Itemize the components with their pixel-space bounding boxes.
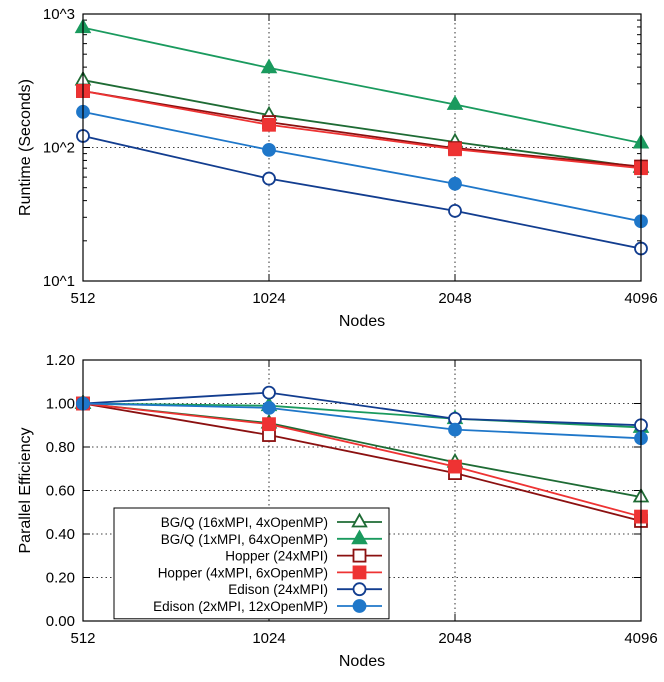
plot-frame bbox=[82, 359, 642, 622]
data-point bbox=[448, 176, 462, 191]
y-axis-label: Runtime (Seconds) bbox=[17, 79, 34, 216]
series-line bbox=[82, 391, 642, 427]
series-line bbox=[82, 110, 642, 223]
series-line bbox=[82, 402, 642, 440]
series-line bbox=[82, 26, 642, 144]
y-tick-label: 1.20 bbox=[46, 352, 75, 369]
series-line bbox=[82, 402, 642, 522]
series-line bbox=[82, 402, 642, 518]
y-tick-label: 10^2 bbox=[43, 140, 75, 157]
series-edison-2xmpi-12xopenmp bbox=[76, 104, 648, 229]
data-point bbox=[262, 142, 276, 157]
legend-label: Edison (24xMPI) bbox=[228, 582, 328, 597]
y-tick-label: 0.00 bbox=[46, 613, 75, 630]
plot-frame bbox=[82, 13, 642, 282]
series-line bbox=[82, 90, 642, 170]
y-tick-label: 0.80 bbox=[46, 439, 75, 456]
runtime-chart: 10^1 10^2 10^3 512 1024 2048 4096 Nodes Runtime … bbox=[17, 6, 658, 330]
y-tick-label: 1.00 bbox=[46, 396, 75, 413]
x-axis-label: Nodes bbox=[339, 313, 385, 330]
efficiency-chart: 0.00 0.20 0.40 0.60 0.80 1.00 1.20 512 1024 2048 4… bbox=[17, 352, 658, 670]
legend-marker bbox=[351, 512, 368, 528]
data-point bbox=[262, 417, 276, 432]
legend-item: Hopper (4xMPI, 6xOpenMP) bbox=[158, 565, 382, 580]
x-tick-label: 2048 bbox=[438, 630, 471, 647]
legend-marker bbox=[352, 582, 367, 597]
legend-label: Edison (2xMPI, 12xOpenMP) bbox=[153, 599, 328, 614]
y-tick-label: 0.40 bbox=[46, 526, 75, 543]
legend-item: Edison (2xMPI, 12xOpenMP) bbox=[153, 599, 382, 614]
x-tick-label: 512 bbox=[70, 630, 95, 647]
legend-item: Edison (24xMPI) bbox=[228, 582, 382, 597]
series-bg-q-1xmpi-64xopenmp bbox=[74, 394, 650, 433]
x-tick-label: 4096 bbox=[624, 630, 657, 647]
data-point bbox=[448, 422, 462, 437]
data-point bbox=[262, 385, 276, 400]
series-line bbox=[82, 135, 642, 250]
legend-label: Hopper (24xMPI) bbox=[225, 549, 328, 564]
x-axis-label: Nodes bbox=[339, 653, 385, 670]
series-line bbox=[82, 402, 642, 429]
y-tick-label: 0.60 bbox=[46, 483, 75, 500]
legend-box bbox=[113, 507, 390, 620]
data-point bbox=[262, 117, 276, 132]
legend-marker bbox=[351, 529, 368, 545]
y-axis-label: Parallel Efficiency bbox=[17, 428, 34, 554]
series-bg-q-16xmpi-4xopenmp bbox=[74, 70, 650, 173]
x-tick-label: 4096 bbox=[624, 290, 657, 307]
legend-item: BG/Q (1xMPI, 64xOpenMP) bbox=[161, 529, 382, 547]
legend-marker bbox=[352, 548, 367, 563]
legend-marker bbox=[352, 599, 367, 613]
data-point bbox=[448, 204, 462, 218]
x-tick-label: 2048 bbox=[438, 290, 471, 307]
y-tick-label: 10^1 bbox=[43, 273, 75, 290]
legend-item: BG/Q (16xMPI, 4xOpenMP) bbox=[161, 512, 382, 530]
data-point bbox=[262, 400, 276, 415]
x-tick-label: 1024 bbox=[252, 290, 285, 307]
data-point bbox=[260, 58, 278, 74]
data-point bbox=[446, 95, 464, 110]
legend-marker bbox=[352, 565, 367, 580]
data-point bbox=[448, 142, 462, 157]
legend-item: Hopper (24xMPI) bbox=[225, 549, 382, 564]
legend-label: BG/Q (16xMPI, 4xOpenMP) bbox=[161, 515, 328, 530]
y-tick-label: 0.20 bbox=[46, 570, 75, 587]
series-edison-2xmpi-12xopenmp bbox=[76, 396, 648, 446]
series-edison-24xmpi bbox=[76, 129, 648, 256]
legend-label: BG/Q (1xMPI, 64xOpenMP) bbox=[161, 532, 328, 547]
legend-label: Hopper (4xMPI, 6xOpenMP) bbox=[158, 565, 328, 580]
series-line bbox=[82, 90, 642, 168]
y-tick-label: 10^3 bbox=[43, 6, 75, 23]
series-line bbox=[82, 79, 642, 169]
data-point bbox=[448, 459, 462, 474]
x-tick-label: 1024 bbox=[252, 630, 285, 647]
legend: BG/Q (16xMPI, 4xOpenMP) BG/Q (1xMPI, 64xO… bbox=[113, 507, 390, 620]
x-tick-label: 512 bbox=[70, 290, 95, 307]
data-point bbox=[262, 171, 276, 186]
series-hopper-4xmpi-6xopenmp bbox=[76, 84, 648, 176]
